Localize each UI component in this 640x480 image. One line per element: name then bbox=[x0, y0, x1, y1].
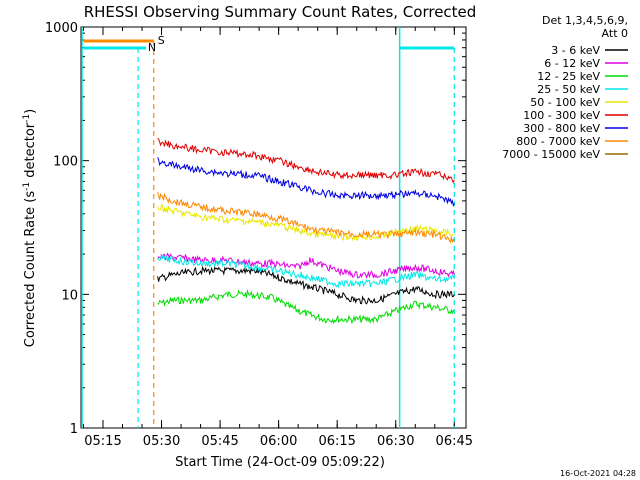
y-axis-label: Corrected Count Rate (s-1 detector-1) bbox=[22, 109, 38, 347]
x-tick-label: 05:30 bbox=[143, 434, 180, 449]
plot-frame bbox=[80, 26, 467, 429]
legend-label: 100 - 300 keV bbox=[523, 109, 600, 122]
legend-label: 50 - 100 keV bbox=[530, 96, 600, 109]
y-tick-label: 10 bbox=[61, 288, 78, 303]
x-axis-label: Start Time (24-Oct-09 05:09:22) bbox=[175, 455, 385, 470]
legend-label: 300 - 800 keV bbox=[523, 122, 600, 135]
legend-header-line2: Att 0 bbox=[602, 27, 628, 40]
x-tick-label: 05:15 bbox=[84, 434, 121, 449]
x-tick-label: 06:30 bbox=[377, 434, 414, 449]
series-lines bbox=[157, 137, 455, 325]
legend-label: 7000 - 15000 keV bbox=[502, 148, 600, 161]
series-line bbox=[157, 191, 455, 244]
legend-label: 25 - 50 keV bbox=[537, 83, 600, 96]
y-axis-ticks: 1 10 100 1000 bbox=[45, 21, 466, 437]
series-line bbox=[157, 252, 455, 280]
legend-label: 3 - 6 keV bbox=[551, 44, 600, 57]
x-axis-ticks: 05:15 05:30 05:45 06:00 06:15 06:30 06:45 bbox=[82, 27, 473, 449]
series-line bbox=[157, 157, 455, 207]
flag-annotation: S bbox=[158, 34, 165, 47]
series-line bbox=[157, 265, 455, 305]
timestamp: 16-Oct-2021 04:28 bbox=[560, 469, 636, 478]
chart-title: RHESSI Observing Summary Count Rates, Co… bbox=[84, 3, 477, 21]
series-line bbox=[157, 288, 455, 325]
legend-header-line1: Det 1,3,4,5,6,9, bbox=[542, 14, 628, 27]
plot-area: 1 10 100 1000 05:15 05:30 05:45 06:00 06:15 06:3… bbox=[45, 21, 473, 449]
x-tick-label: 06:15 bbox=[318, 434, 355, 449]
legend-label: 12 - 25 keV bbox=[537, 70, 600, 83]
y-tick-label: 100 bbox=[53, 155, 78, 170]
y-tick-label: 1000 bbox=[45, 21, 78, 36]
legend-label: 6 - 12 keV bbox=[544, 57, 600, 70]
observing-flags: SN bbox=[81, 27, 455, 428]
flag-annotation: N bbox=[148, 41, 156, 54]
x-tick-label: 06:45 bbox=[436, 434, 473, 449]
y-tick-label: 1 bbox=[70, 422, 78, 437]
series-line bbox=[157, 137, 455, 184]
legend-label: 800 - 7000 keV bbox=[516, 135, 600, 148]
x-tick-label: 05:45 bbox=[201, 434, 238, 449]
series-line bbox=[157, 254, 455, 289]
x-tick-label: 06:00 bbox=[260, 434, 297, 449]
